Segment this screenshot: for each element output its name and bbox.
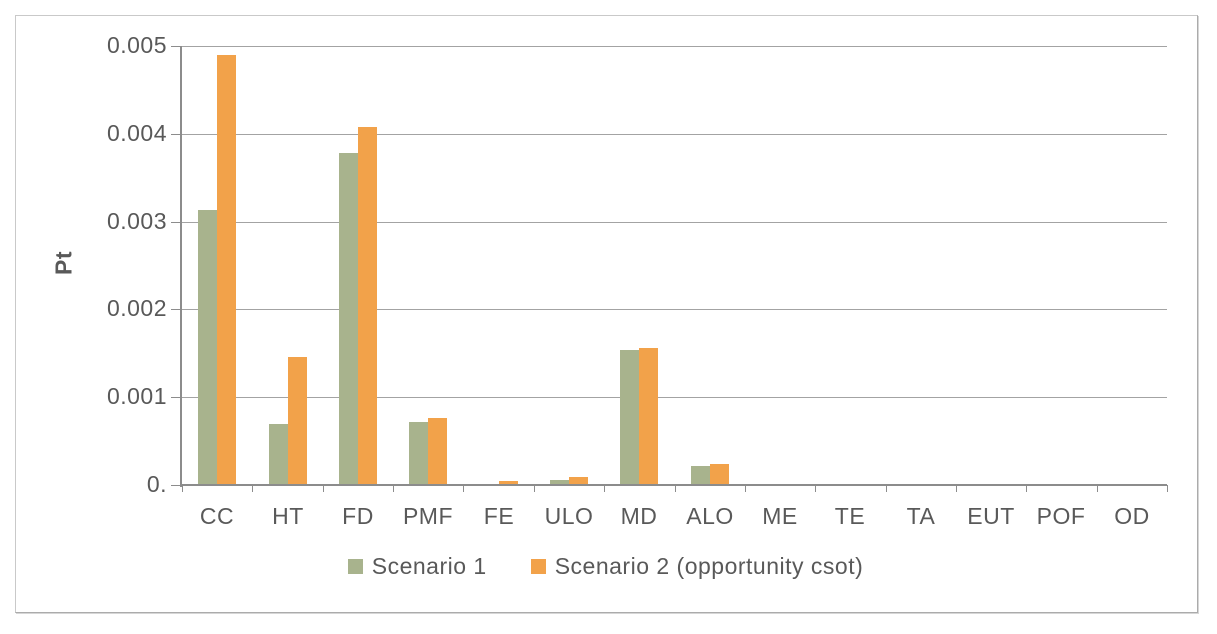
x-category-label: FD [342,503,374,529]
x-axis-tick [182,485,183,492]
y-axis [180,46,182,487]
x-axis-tick [1097,485,1098,492]
x-axis-tick [956,485,957,492]
x-axis-tick [323,485,324,492]
bar-scenario-1 [409,422,428,485]
gridline [182,46,1167,47]
bar-scenario-1 [339,153,358,485]
x-category-label: POF [1036,503,1086,529]
legend-label-scenario-2-opportunity-csot: Scenario 2 (opportunity csot) [554,553,864,579]
gridline [182,222,1167,223]
bar-scenario-2-opportunity-csot [217,55,236,485]
x-axis-tick [393,485,394,492]
legend-item-scenario-1: Scenario 1 [347,553,487,580]
x-axis-tick [463,485,464,492]
x-category-label: OD [1114,503,1150,529]
bar-scenario-2-opportunity-csot [710,464,729,485]
x-category-label: TE [834,503,866,529]
gridline [182,309,1167,310]
bar-scenario-2-opportunity-csot [499,481,518,485]
x-axis-tick [1026,485,1027,492]
y-axis-tick [171,485,182,486]
x-category-label: PMF [402,503,454,529]
gridline [182,134,1167,135]
x-axis-tick [886,485,887,492]
gridline [182,397,1167,398]
bar-scenario-2-opportunity-csot [358,127,377,485]
x-category-label: TA [906,503,936,529]
x-axis-tick [745,485,746,492]
x-category-label: ULO [544,503,594,529]
y-axis-title: Pt [50,251,77,275]
x-category-label: MD [620,503,658,529]
x-axis [182,484,1167,486]
x-category-label: FE [483,503,515,529]
x-axis-tick [815,485,816,492]
y-axis-tick [171,309,182,310]
x-category-label: HT [272,503,304,529]
y-axis-tick [171,134,182,135]
bar-scenario-1 [691,466,710,485]
legend-label-scenario-1: Scenario 1 [371,553,487,579]
x-category-label: EUT [967,503,1015,529]
y-tick-label: 0. [146,471,167,497]
bar-scenario-1 [269,424,288,485]
x-axis-tick [604,485,605,492]
x-category-label: ALO [686,503,734,529]
legend-swatch-scenario-2-opportunity-csot [530,559,546,574]
y-tick-label: 0.004 [106,120,167,146]
y-tick-label: 0.001 [106,383,167,409]
x-axis-tick [1167,485,1168,492]
bar-scenario-1 [198,210,217,485]
bar-scenario-2-opportunity-csot [569,477,588,485]
x-category-label: ME [762,503,798,529]
y-axis-tick [171,46,182,47]
x-axis-tick [534,485,535,492]
bar-scenario-1 [620,350,639,485]
y-tick-label: 0.003 [106,208,167,234]
legend-swatch-scenario-1 [347,559,363,574]
legend: Scenario 1 Scenario 2 (opportunity csot) [15,553,1196,580]
bar-scenario-2-opportunity-csot [639,348,658,485]
x-axis-tick [252,485,253,492]
bar-scenario-2-opportunity-csot [288,357,307,485]
y-axis-tick [171,222,182,223]
bar-scenario-1 [550,480,569,485]
y-tick-label: 0.005 [106,32,167,58]
bar-scenario-2-opportunity-csot [428,418,447,485]
x-axis-tick [675,485,676,492]
y-tick-label: 0.002 [106,295,167,321]
legend-item-scenario-2-opportunity-csot: Scenario 2 (opportunity csot) [530,553,864,580]
x-category-label: CC [199,503,235,529]
y-axis-tick [171,397,182,398]
